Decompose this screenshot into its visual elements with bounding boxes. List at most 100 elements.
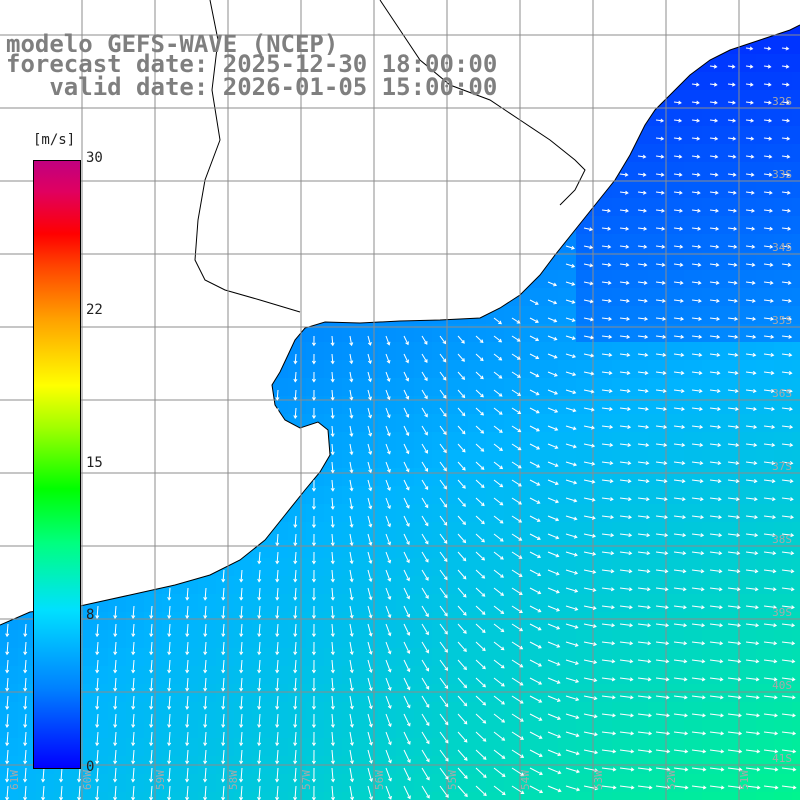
speed-cell — [342, 648, 361, 667]
title-model: modelo GEFS-WAVE (NCEP) — [6, 30, 339, 58]
wind-arrow-head — [257, 760, 262, 765]
wind-arrow-head — [663, 479, 668, 484]
wind-arrow-head — [221, 742, 226, 747]
wind-arrow-head — [406, 559, 410, 564]
wind-arrow — [727, 83, 735, 86]
speed-cell — [504, 666, 523, 685]
speed-cell — [90, 630, 109, 649]
wind-arrow-head — [349, 542, 354, 547]
speed-cell — [378, 738, 397, 757]
wind-arrow — [691, 389, 702, 392]
wind-arrow-head — [681, 443, 686, 448]
speed-cell — [90, 666, 109, 685]
speed-cell — [720, 684, 739, 703]
wind-arrow — [421, 425, 428, 436]
wind-arrow-head — [537, 590, 542, 595]
speed-cell — [756, 144, 775, 163]
wind-arrow-head — [293, 596, 298, 601]
wind-arrow-head — [5, 651, 10, 656]
wind-arrow — [763, 389, 774, 392]
wind-arrow — [583, 605, 596, 609]
wind-arrow-head — [293, 760, 298, 765]
speed-cell — [414, 648, 433, 667]
speed-cell — [486, 486, 505, 505]
speed-cell — [288, 738, 307, 757]
speed-cell — [306, 558, 325, 577]
wind-arrow — [601, 623, 615, 627]
wind-arrow-head — [23, 633, 28, 638]
speed-cell — [468, 486, 487, 505]
wind-arrow-head — [5, 687, 10, 692]
speed-cell — [198, 792, 217, 800]
wind-arrow — [619, 209, 629, 212]
wind-arrow-head — [701, 659, 706, 664]
speed-cell — [792, 288, 800, 307]
wind-arrow — [258, 605, 261, 619]
speed-cell — [288, 342, 307, 361]
wind-arrow-head — [625, 244, 630, 249]
wind-arrow — [421, 353, 428, 363]
speed-cell — [342, 684, 361, 703]
wind-arrow — [709, 677, 723, 681]
speed-cell — [756, 684, 775, 703]
speed-cell — [666, 126, 685, 145]
wind-arrow — [601, 695, 615, 699]
wind-arrow — [781, 695, 795, 699]
wind-arrow-head — [773, 695, 778, 700]
wind-arrow-head — [576, 787, 581, 792]
speed-cell — [684, 738, 703, 757]
wind-arrow-head — [499, 537, 504, 542]
wind-arrow — [349, 623, 353, 637]
wind-arrow-head — [679, 226, 684, 231]
wind-arrow — [168, 605, 171, 619]
wind-arrow-head — [501, 773, 506, 778]
wind-arrow — [150, 695, 153, 709]
speed-cell — [558, 342, 577, 361]
wind-arrow-head — [461, 339, 465, 344]
wind-arrow — [781, 659, 795, 663]
wind-arrow-head — [682, 569, 687, 574]
wind-arrow — [763, 101, 772, 104]
wind-arrow — [186, 623, 189, 637]
speed-cell — [468, 648, 487, 667]
wind-arrow — [204, 659, 207, 673]
wind-arrow-head — [482, 665, 486, 670]
title-valid-date: valid date: 2026-01-05 15:00:00 — [6, 73, 498, 101]
speed-cell — [234, 594, 253, 613]
wind-arrow — [619, 479, 631, 482]
speed-cell — [342, 486, 361, 505]
wind-arrow — [583, 263, 593, 267]
wind-arrow — [150, 785, 153, 800]
wind-arrow — [637, 245, 647, 248]
speed-cell — [558, 270, 577, 289]
speed-cell — [702, 270, 721, 289]
wind-arrow-head — [749, 82, 754, 87]
wind-arrow — [276, 713, 279, 728]
wind-arrow — [493, 443, 503, 451]
wind-arrow — [385, 641, 391, 654]
wind-arrow — [691, 677, 705, 681]
wind-arrow — [294, 569, 297, 582]
wind-arrow-head — [644, 334, 649, 339]
wind-arrow — [457, 551, 467, 561]
wind-arrow — [294, 623, 297, 637]
wind-arrow — [349, 497, 353, 509]
wind-arrow-head — [734, 352, 739, 357]
wind-arrow-head — [330, 524, 335, 529]
wind-arrow — [385, 479, 391, 491]
wind-arrow-head — [349, 487, 354, 492]
speed-cell — [720, 378, 739, 397]
wind-arrow — [294, 659, 297, 673]
speed-cell — [342, 558, 361, 577]
wind-arrow-head — [733, 226, 738, 231]
wind-arrow — [691, 731, 706, 735]
wind-arrow-head — [149, 615, 154, 619]
wind-arrow — [96, 767, 99, 782]
speed-cell — [720, 216, 739, 235]
wind-arrow-head — [736, 533, 741, 538]
wind-arrow — [691, 119, 700, 122]
wind-arrow — [168, 767, 171, 782]
wind-arrow — [727, 65, 735, 68]
wind-arrow-head — [572, 408, 577, 413]
speed-cell — [576, 720, 595, 739]
